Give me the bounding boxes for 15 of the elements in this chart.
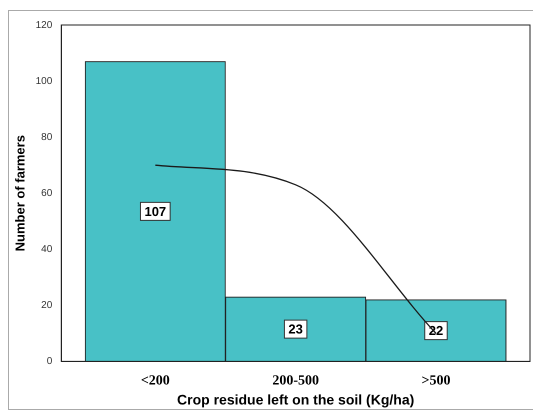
y-axis-title: Number of farmers [12,135,28,252]
y-tick-label: 80 [41,132,53,143]
y-tick-label: 0 [46,356,53,368]
y-tick-label: 120 [36,20,53,31]
x-axis-title: Crop residue left on the soil (Kg/ha) [177,391,414,408]
y-tick-label: 100 [36,76,53,87]
x-tick-label: >500 [421,373,450,388]
y-tick-label: 60 [41,188,53,199]
data-label: 23 [288,322,303,337]
data-label: 107 [144,204,166,219]
x-tick-label: <200 [140,373,170,388]
x-tick-label: 200-500 [272,373,319,388]
y-tick-label: 20 [41,300,53,312]
y-tick-label: 40 [41,244,53,256]
data-label: 22 [428,323,444,338]
